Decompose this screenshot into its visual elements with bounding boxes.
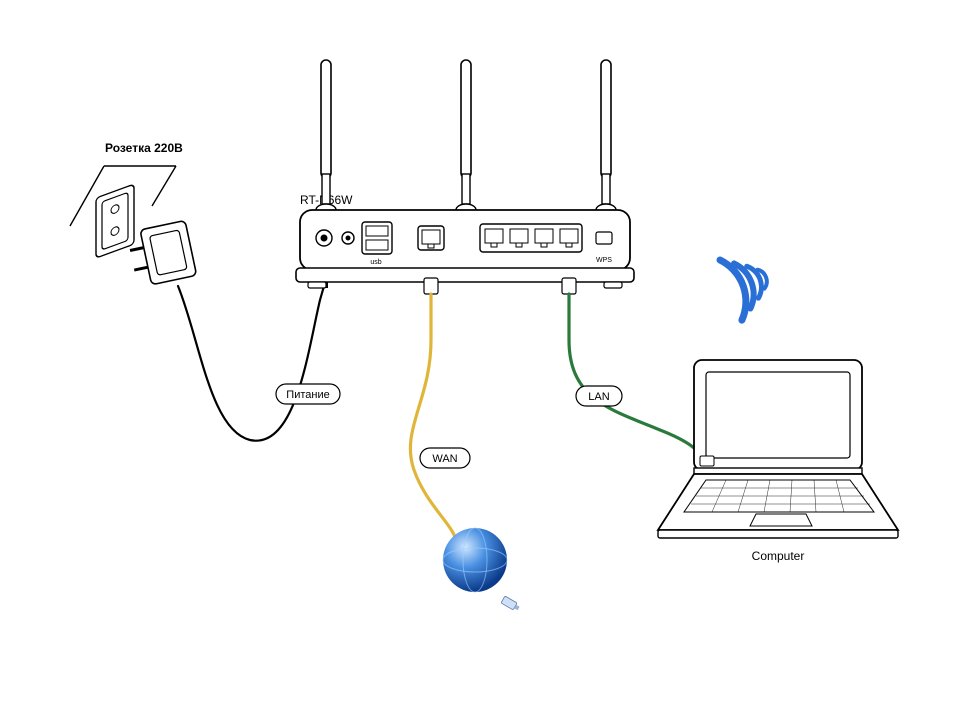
power-cable: [178, 278, 328, 441]
connection-diagram: Розетка 220В Питание RT-N66W: [0, 0, 960, 720]
power-pill: Питание: [276, 384, 340, 404]
svg-text:usb: usb: [370, 259, 381, 266]
wan-label: WAN: [432, 453, 457, 465]
outlet-label: Розетка 220В: [105, 141, 183, 155]
lan-label: LAN: [588, 391, 609, 403]
lan-ports-icon: [480, 224, 582, 252]
antenna-icon: [316, 60, 616, 216]
wifi-icon: [720, 247, 777, 320]
power-adapter-icon: [126, 220, 196, 287]
svg-text:WPS: WPS: [596, 257, 612, 264]
wan-pill: WAN: [420, 448, 470, 468]
wan-port-icon: [418, 226, 444, 250]
wan-cable: [410, 278, 456, 540]
computer-label: Computer: [752, 549, 805, 563]
laptop-icon: Computer: [658, 360, 898, 563]
lan-pill: LAN: [576, 386, 622, 406]
power-label: Питание: [286, 389, 329, 401]
globe-icon: [443, 528, 521, 612]
router-icon: RT-N66W: [296, 60, 634, 288]
lan-cable: [562, 278, 708, 462]
